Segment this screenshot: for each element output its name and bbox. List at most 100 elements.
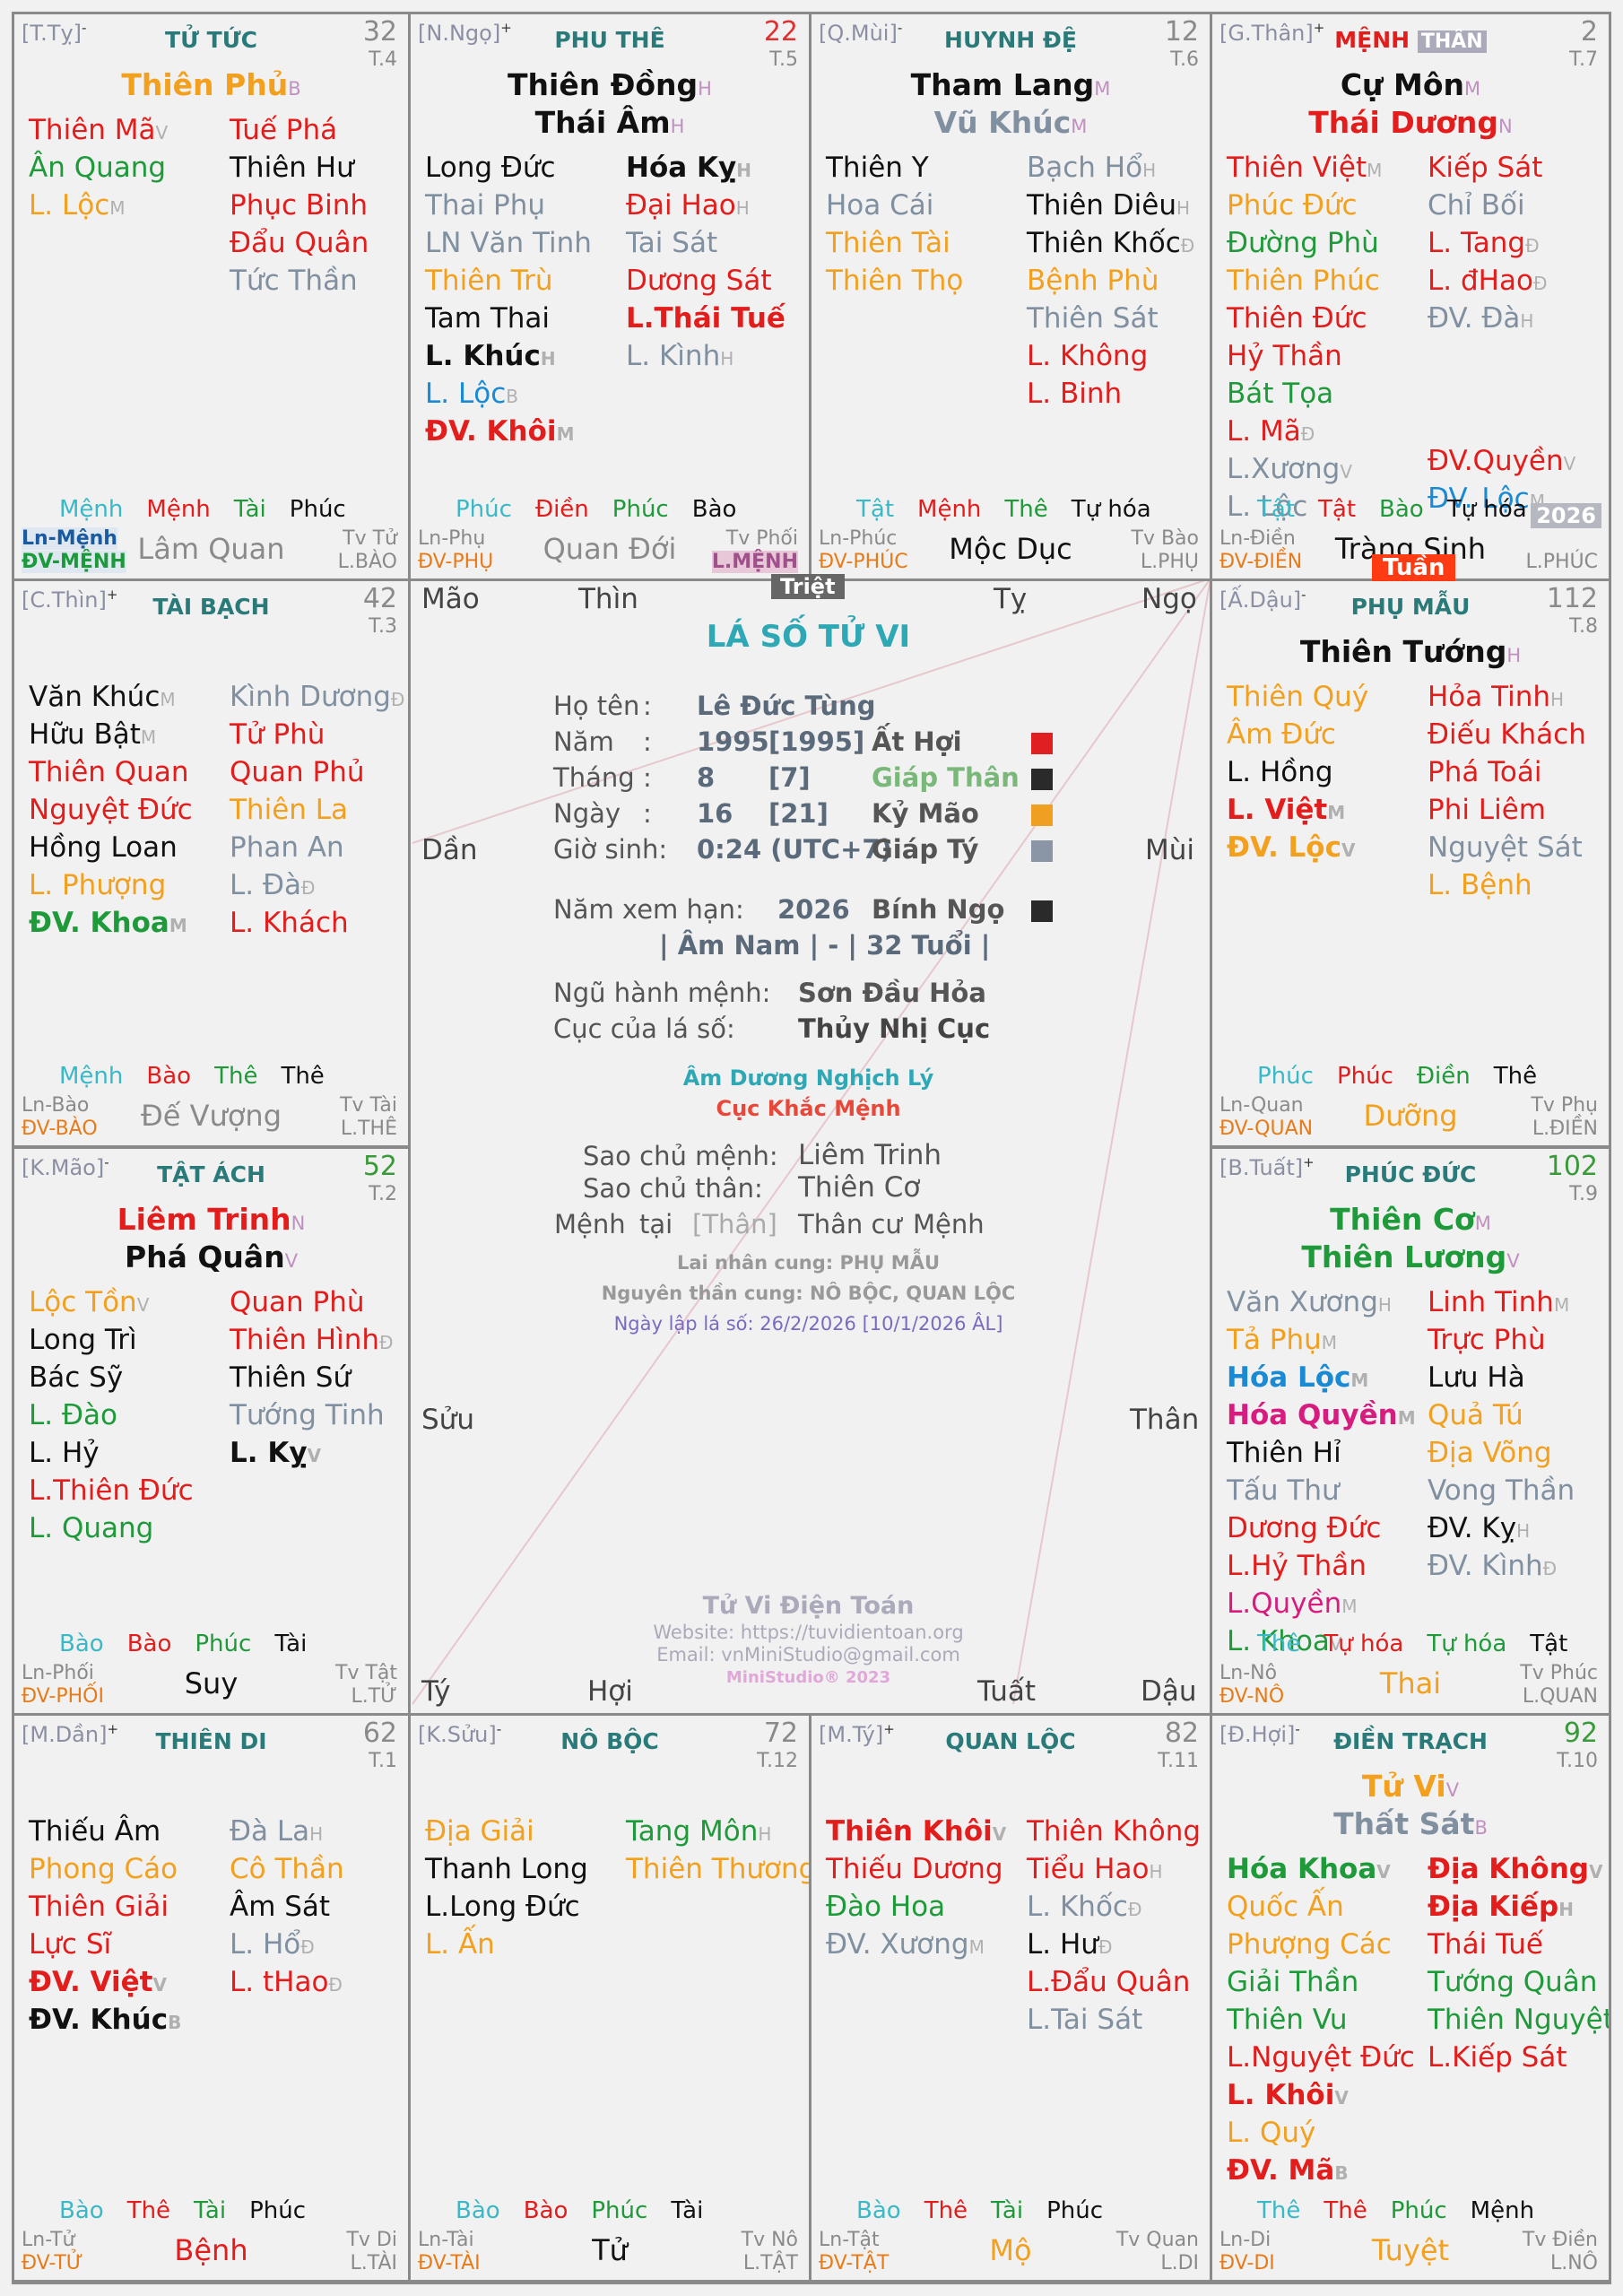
star[interactable]: Thiên Quý — [1227, 681, 1369, 713]
palace-ty[interactable]: [T.Tỵ]- TỬ TỨC 32 T.4 Thiên PhủB Thiên MãV Ân … — [12, 12, 411, 581]
star[interactable]: Đẩu Quân — [230, 227, 369, 259]
star[interactable]: L. Lộc — [1227, 491, 1308, 523]
star[interactable]: Thiên Trù — [425, 265, 553, 297]
star[interactable]: Tướng Tinh — [230, 1399, 385, 1431]
star[interactable]: Dương Sát — [626, 265, 772, 297]
brand-email[interactable]: Email: vnMiniStudio@gmail.com — [656, 1644, 960, 1665]
star[interactable]: Thiên Thọ — [826, 265, 964, 297]
star[interactable]: Quan Phủ — [230, 756, 365, 788]
star[interactable]: Thiên DiêuH — [1027, 189, 1191, 222]
star[interactable]: ĐV. ĐàH — [1428, 302, 1534, 335]
star[interactable]: Quốc Ấn — [1227, 1891, 1344, 1923]
star[interactable]: L. Ấn — [425, 1928, 495, 1961]
main-star[interactable]: Liêm TrinhN — [117, 1202, 306, 1237]
star[interactable]: Tang MônH — [626, 1815, 772, 1848]
star[interactable]: Thiên HìnhĐ — [230, 1324, 394, 1356]
star[interactable]: L. ĐàĐ — [230, 869, 316, 901]
star[interactable]: Âm Đức — [1227, 718, 1336, 751]
star[interactable]: Thiên KhôiV — [826, 1815, 1007, 1848]
star[interactable]: L.Tai Sát — [1027, 2004, 1143, 2036]
star[interactable]: Nguyệt Đức — [29, 794, 193, 826]
star[interactable]: L. Quang — [29, 1512, 154, 1544]
star[interactable]: Địa KiếpH — [1428, 1891, 1574, 1923]
star[interactable]: Thái Tuế — [1428, 1928, 1543, 1961]
star[interactable]: Vong Thần — [1428, 1474, 1575, 1507]
star[interactable] — [1428, 409, 1575, 444]
star[interactable]: Ân Quang — [29, 152, 167, 184]
star[interactable]: LN Văn Tinh — [425, 227, 592, 259]
star[interactable]: L. Phượng — [29, 869, 167, 901]
star[interactable]: L. đHaoĐ — [1428, 265, 1548, 297]
star[interactable]: Phượng Các — [1227, 1928, 1392, 1961]
star[interactable]: Thanh Long — [425, 1853, 588, 1885]
star[interactable]: L. KhoaV — [1227, 1625, 1342, 1657]
star[interactable]: Âm Sát — [230, 1891, 331, 1923]
star[interactable]: Linh TinhM — [1428, 1286, 1570, 1318]
star[interactable]: ĐV.QuyềnV — [1428, 445, 1576, 477]
main-star[interactable]: Thiên TướngH — [1299, 634, 1522, 669]
star[interactable]: Long Đức — [425, 152, 556, 184]
star[interactable]: Hỷ Thần — [1227, 340, 1342, 372]
star[interactable]: Thiên Đức — [1227, 302, 1367, 335]
palace-mui[interactable]: [Q.Mùi]- HUYNH ĐỆ 12 T.6 Tham LangM Vũ KhúcM T… — [809, 12, 1212, 581]
main-star[interactable]: Tham LangM — [910, 67, 1111, 102]
star[interactable]: L. MãĐ — [1227, 415, 1315, 448]
star[interactable]: Thiên Không — [1027, 1815, 1202, 1848]
star[interactable]: ĐV. KỵH — [1428, 1512, 1531, 1544]
star[interactable]: L. Khách — [230, 907, 349, 939]
palace-ti[interactable]: [M.Tý]+ QUAN LỘC 82 T.11 Thiên KhôiV Thiếu Dư… — [809, 1713, 1212, 2283]
star[interactable]: ĐV. XươngM — [826, 1928, 985, 1961]
palace-thin[interactable]: [C.Thìn]+ TÀI BẠCH 42 T.3 Văn KhúcM Hữu BậtM T… — [12, 578, 411, 1148]
star[interactable]: Hóa LộcM — [1227, 1361, 1369, 1394]
star[interactable]: Thiên La — [230, 794, 349, 826]
star[interactable]: Văn KhúcM — [29, 681, 176, 713]
star[interactable]: L. tHaoĐ — [230, 1966, 343, 1998]
star[interactable]: Quả Tú — [1428, 1399, 1523, 1431]
star[interactable]: Phúc Đức — [1227, 189, 1358, 222]
star[interactable]: Thiên ViệtM — [1227, 152, 1383, 184]
star[interactable]: Thiên Hỉ — [1227, 1437, 1341, 1469]
star[interactable]: Hữu BậtM — [29, 718, 157, 751]
main-star[interactable]: Thiên ĐồngH — [508, 67, 712, 102]
star[interactable]: Thiên Y — [826, 152, 929, 184]
star[interactable]: Thai Phụ — [425, 189, 546, 222]
star[interactable]: Trực Phù — [1428, 1324, 1546, 1356]
star[interactable]: Hóa QuyềnM — [1227, 1399, 1416, 1431]
star[interactable]: Kình DươngĐ — [230, 681, 405, 713]
star[interactable]: Thiên Sứ — [230, 1361, 352, 1394]
star[interactable]: Hóa KhoaV — [1227, 1853, 1391, 1885]
star[interactable]: ĐV. KhôiM — [425, 415, 575, 448]
star[interactable]: L.XươngV — [1227, 453, 1352, 485]
star[interactable]: ĐV. KhúcB — [29, 2004, 182, 2036]
star[interactable]: Cô Thần — [230, 1853, 344, 1885]
star[interactable]: L.Đẩu Quân — [1027, 1966, 1191, 1998]
star[interactable]: Địa KhôngV — [1428, 1853, 1603, 1885]
star[interactable]: L. LộcM — [29, 189, 126, 222]
star[interactable]: Bạch HổH — [1027, 152, 1157, 184]
main-star[interactable]: Thái DươngN — [1308, 105, 1513, 140]
star[interactable]: Tả PhụM — [1227, 1324, 1338, 1356]
star[interactable]: L.Hỷ Thần — [1227, 1550, 1367, 1582]
star[interactable]: ĐV. MãB — [1227, 2154, 1349, 2187]
main-star[interactable]: Cự MônM — [1340, 67, 1481, 102]
star[interactable]: Đại HaoH — [626, 189, 750, 222]
star[interactable]: Thiên Sát — [1027, 302, 1159, 335]
star[interactable]: L. ViệtM — [1227, 794, 1346, 826]
star[interactable]: L. TangĐ — [1428, 227, 1540, 259]
star[interactable]: Phá Toái — [1428, 756, 1542, 788]
palace-hoi[interactable]: [Đ.Hợi]- ĐIỀN TRẠCH 92 T.10 Tử ViV Thất SátB H… — [1210, 1713, 1611, 2283]
star[interactable]: Thiếu Âm — [29, 1815, 161, 1848]
star[interactable]: Thiên Tài — [826, 227, 950, 259]
star[interactable]: L. HưĐ — [1027, 1928, 1113, 1961]
palace-suu[interactable]: [K.Sửu]- NÔ BỘC 72 T.12 Địa Giải Thanh Long L.… — [408, 1713, 812, 2283]
star[interactable]: Phong Cáo — [29, 1853, 178, 1885]
star[interactable]: Thiên Phúc — [1227, 265, 1380, 297]
main-star[interactable]: Thái ÂmH — [534, 105, 685, 140]
star[interactable]: Nguyệt Sát — [1428, 831, 1583, 864]
star[interactable]: Tuế Phá — [230, 114, 338, 146]
star[interactable]: Hóa KỵH — [626, 152, 751, 184]
star[interactable]: Phi Liêm — [1428, 794, 1546, 826]
star[interactable]: L. Đào — [29, 1399, 117, 1431]
star[interactable]: L. Hỷ — [29, 1437, 100, 1469]
star[interactable]: L. Bệnh — [1428, 869, 1532, 901]
